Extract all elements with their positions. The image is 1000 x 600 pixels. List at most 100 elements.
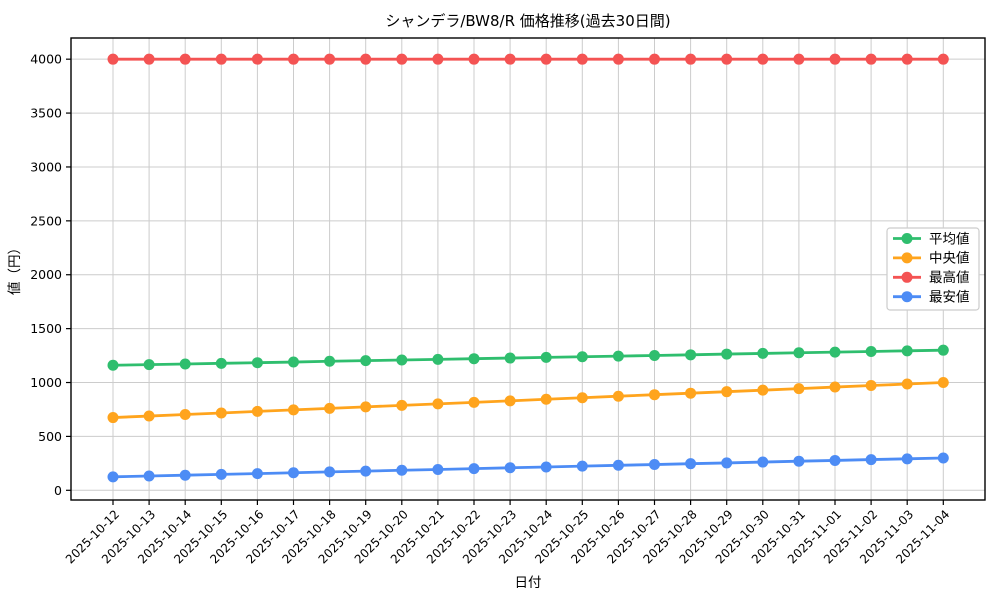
x-axis-label: 日付 <box>515 575 542 591</box>
data-point-min <box>215 468 227 480</box>
data-point-average <box>504 352 516 364</box>
legend-label: 最安値 <box>929 290 970 306</box>
legend-label: 中央値 <box>929 251 970 267</box>
data-point-median <box>757 384 769 396</box>
data-point-average <box>937 344 949 356</box>
data-point-average <box>612 350 624 362</box>
data-point-median <box>576 392 588 404</box>
data-point-median <box>324 402 336 414</box>
data-point-median <box>468 396 480 408</box>
series-line-median <box>112 381 944 419</box>
data-point-max <box>685 53 697 65</box>
data-point-average <box>901 345 913 357</box>
data-point-max <box>901 53 913 65</box>
data-point-median <box>179 409 191 421</box>
y-tick-labels: 0 500 1000 1500 2000 2500 3000 3500 4000 <box>30 52 62 498</box>
y-tick-label: 3000 <box>30 159 62 174</box>
chart-title: シャンデラ/BW8/R 価格推移(過去30日間) <box>385 12 670 30</box>
data-point-average <box>793 347 805 359</box>
data-point-max <box>143 53 155 65</box>
data-point-average <box>576 351 588 363</box>
data-point-median <box>685 387 697 399</box>
y-tick-label: 1000 <box>30 375 62 390</box>
data-point-average <box>829 346 841 358</box>
legend-marker <box>901 291 913 303</box>
data-point-min <box>396 464 408 476</box>
data-point-median <box>215 407 227 419</box>
data-point-max <box>576 53 588 65</box>
data-point-max <box>288 53 299 65</box>
data-point-average <box>757 347 769 359</box>
plot-border <box>70 37 986 501</box>
legend-label: 最高値 <box>929 269 970 286</box>
data-point-median <box>865 380 877 392</box>
data-point-median <box>143 410 155 422</box>
data-point-median <box>432 398 444 410</box>
data-point-min <box>685 458 697 470</box>
legend-box <box>886 227 980 311</box>
x-tick-labels: 2025-10-122025-10-132025-10-142025-10-15… <box>63 507 953 566</box>
data-point-min <box>143 470 155 482</box>
data-point-min <box>793 455 805 467</box>
gridlines <box>71 38 985 500</box>
data-point-min <box>649 459 660 471</box>
y-tick-label: 1500 <box>30 321 62 336</box>
data-point-max <box>612 53 624 65</box>
series-max <box>107 53 949 65</box>
data-point-max <box>540 53 552 65</box>
data-point-median <box>107 412 119 424</box>
data-point-max <box>107 53 119 65</box>
legend-marker <box>901 252 913 264</box>
data-point-min <box>757 456 769 468</box>
data-point-median <box>504 395 516 407</box>
data-point-average <box>432 353 444 365</box>
data-point-min <box>721 457 733 469</box>
series-average <box>107 344 949 371</box>
y-axis-label: 値（円） <box>7 241 23 295</box>
data-point-median <box>360 401 372 413</box>
data-point-min <box>288 467 299 479</box>
series-line-average <box>112 348 944 367</box>
data-point-median <box>829 381 841 393</box>
legend-marker <box>901 233 913 244</box>
data-point-min <box>829 454 841 466</box>
data-point-median <box>793 383 805 395</box>
data-point-max <box>179 53 191 65</box>
data-point-average <box>865 345 877 357</box>
legend-item-max: 最高値 <box>893 269 970 286</box>
series-median <box>107 377 949 424</box>
data-point-min <box>468 463 480 475</box>
y-tick-label: 2000 <box>30 267 62 282</box>
data-point-min <box>107 471 119 483</box>
y-tick-label: 0 <box>54 483 62 498</box>
data-point-max <box>649 53 660 65</box>
data-series <box>107 53 949 483</box>
data-point-min <box>576 460 588 472</box>
legend-item-median: 中央値 <box>893 251 970 267</box>
legend-label: 平均値 <box>929 231 970 247</box>
data-point-max <box>432 53 444 65</box>
data-point-max <box>215 53 227 65</box>
legend-item-average: 平均値 <box>893 231 970 247</box>
data-point-min <box>901 453 913 465</box>
y-tick-label: 3500 <box>30 106 62 121</box>
data-point-average <box>685 349 697 361</box>
series-min <box>107 452 949 483</box>
data-point-average <box>143 359 155 371</box>
data-point-min <box>504 462 516 474</box>
data-point-average <box>468 353 480 365</box>
data-point-median <box>612 390 624 402</box>
data-point-max <box>937 53 949 65</box>
data-point-max <box>324 53 336 65</box>
data-point-max <box>721 53 733 65</box>
data-point-median <box>937 377 949 389</box>
data-point-average <box>540 351 552 363</box>
data-point-min <box>937 452 949 464</box>
data-point-max <box>360 53 372 65</box>
y-tick-label: 2500 <box>30 213 62 228</box>
data-point-median <box>540 393 552 405</box>
data-point-median <box>649 389 660 401</box>
